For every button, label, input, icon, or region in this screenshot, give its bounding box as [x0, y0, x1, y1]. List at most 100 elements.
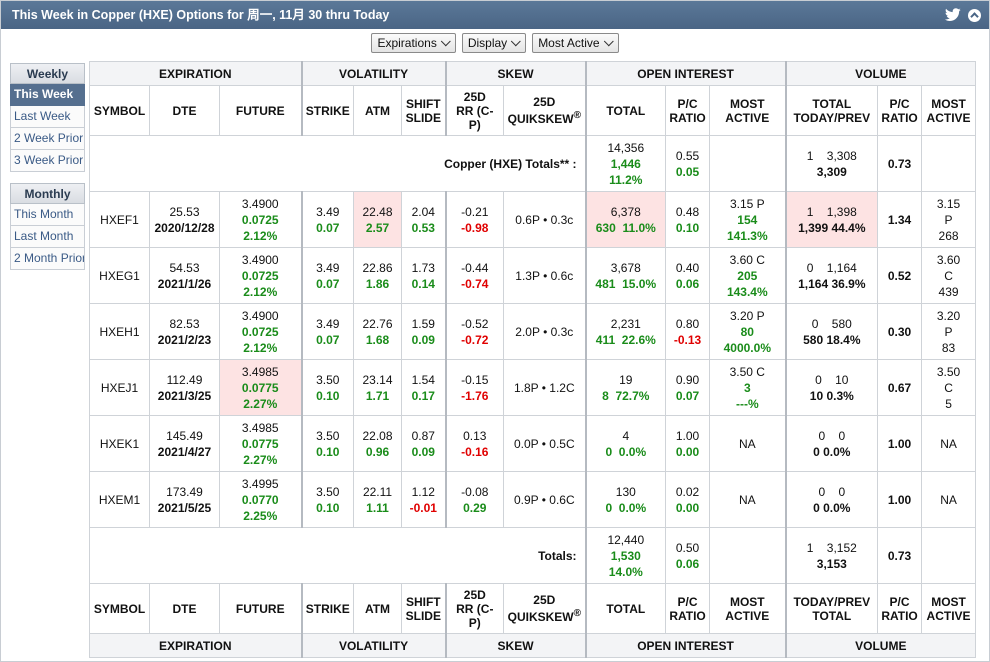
- future-cell: 3.4985 0.0775 2.27%: [218, 415, 303, 472]
- foot-col-future: FUTURE: [218, 583, 303, 634]
- expirations-dropdown[interactable]: Expirations: [371, 33, 456, 53]
- symbol-cell[interactable]: HXEF1: [89, 191, 150, 248]
- symbol-cell[interactable]: HXEJ1: [89, 359, 150, 416]
- table-row[interactable]: HXEJ1 112.49 2021/3/25 3.4985 0.0775 2.27% …: [89, 359, 977, 416]
- vol-most-active: 3.60 C 439: [921, 247, 977, 304]
- symbol-cell[interactable]: HXEK1: [89, 415, 150, 472]
- col-dte[interactable]: DTE: [149, 85, 220, 136]
- quikskew-cell[interactable]: 0.9P • 0.6C: [503, 471, 587, 528]
- quikskew-cell[interactable]: 0.0P • 0.5C: [503, 415, 587, 472]
- atm-cell: 22.08 0.96: [353, 415, 403, 472]
- oi-total-cell: 6,378 630 11.0%: [584, 191, 667, 248]
- foot-group-open-interest: OPEN INTEREST: [584, 633, 787, 658]
- col-strike[interactable]: STRIKE: [300, 85, 355, 136]
- summary-oi: 14,356 1,446 11.2%: [584, 135, 667, 192]
- sidebar-item-this-week[interactable]: This Week: [10, 84, 85, 106]
- table-row[interactable]: HXEH1 82.53 2021/2/23 3.4900 0.0725 2.12% 3…: [89, 303, 977, 360]
- totals-row: Totals: 12,440 1,530 14.0% 0.50 0.06 1 3,15…: [88, 527, 977, 584]
- rr-cell: -0.52 -0.72: [444, 303, 505, 360]
- sidebar-item-last-week[interactable]: Last Week: [10, 106, 85, 128]
- strike-cell: 3.50 0.10: [300, 415, 355, 472]
- foot-col-atm: ATM: [353, 583, 403, 634]
- oi-total-cell: 3,678 481 15.0%: [584, 247, 667, 304]
- oi-most-active: NA: [709, 471, 787, 528]
- symbol-cell[interactable]: HXEG1: [89, 247, 150, 304]
- rr-cell: 0.13 -0.16: [444, 415, 505, 472]
- totals-oi: 12,440 1,530 14.0%: [584, 527, 667, 584]
- col-atm[interactable]: ATM: [353, 85, 403, 136]
- sidebar-item-last-month[interactable]: Last Month: [10, 226, 85, 248]
- volume-cell: 0 1,164 1,164 36.9%: [784, 247, 879, 304]
- sidebar-item-2-week-prior[interactable]: 2 Week Prior: [10, 128, 85, 150]
- foot-col-vol-ma: MOST ACTIVE: [921, 583, 977, 634]
- table-row[interactable]: HXEM1 173.49 2021/5/25 3.4995 0.0770 2.25% …: [89, 471, 977, 528]
- quikskew-cell[interactable]: 1.8P • 1.2C: [503, 359, 587, 416]
- group-volume: VOLUME: [784, 61, 977, 86]
- foot-col-25d-rr: 25D RR (C- P): [444, 583, 505, 634]
- table-row[interactable]: HXEF1 25.53 2020/12/28 3.4900 0.0725 2.12% …: [89, 191, 977, 248]
- col-quikskew[interactable]: 25D QUIKSKEW®: [503, 85, 587, 136]
- summary-oi-ma: [709, 135, 787, 192]
- collapse-icon[interactable]: [968, 8, 981, 22]
- quikskew-cell[interactable]: 1.3P • 0.6c: [503, 247, 587, 304]
- col-future[interactable]: FUTURE: [218, 85, 303, 136]
- foot-col-shift-slide: SHIFT SLIDE: [401, 583, 447, 634]
- chevron-down-icon: [603, 35, 614, 46]
- vol-pc-cell: 1.00: [877, 415, 923, 472]
- col-25d-rr[interactable]: 25D RR (C- P): [444, 85, 505, 136]
- display-dropdown[interactable]: Display: [461, 33, 527, 53]
- quikskew-cell[interactable]: 0.6P • 0.3c: [503, 191, 587, 248]
- atm-cell: 22.48 2.57: [353, 191, 403, 248]
- atm-cell: 22.76 1.68: [353, 303, 403, 360]
- most-active-dropdown[interactable]: Most Active: [532, 33, 619, 53]
- shift-cell: 1.73 0.14: [401, 247, 447, 304]
- volume-cell: 1 1,398 1,399 44.4%: [784, 191, 879, 248]
- future-cell: 3.4995 0.0770 2.25%: [218, 471, 303, 528]
- monthly-header: Monthly: [10, 183, 85, 204]
- oi-most-active: 3.15 P 154 141.3%: [709, 191, 787, 248]
- col-symbol[interactable]: SYMBOL: [89, 85, 150, 136]
- rr-cell: -0.08 0.29: [444, 471, 505, 528]
- sidebar-item-3-week-prior[interactable]: 3 Week Prior: [10, 150, 85, 172]
- foot-group-volatility: VOLATILITY: [300, 633, 447, 658]
- symbol-cell[interactable]: HXEM1: [89, 471, 150, 528]
- strike-cell: 3.49 0.07: [300, 303, 355, 360]
- oi-most-active: 3.50 C 3 ---%: [709, 359, 787, 416]
- col-oi-pc-ratio[interactable]: P/C RATIO: [665, 85, 711, 136]
- volume-cell: 0 580 580 18.4%: [784, 303, 879, 360]
- shift-cell: 1.12 -0.01: [401, 471, 447, 528]
- foot-col-quikskew: 25D QUIKSKEW®: [503, 583, 587, 634]
- sidebar-item-this-month[interactable]: This Month: [10, 204, 85, 226]
- oi-pc-cell: 0.90 0.07: [665, 359, 711, 416]
- twitter-icon[interactable]: [944, 8, 962, 22]
- vol-most-active: 3.15 P 268: [921, 191, 977, 248]
- oi-most-active: 3.20 P 80 4000.0%: [709, 303, 787, 360]
- col-vol-pc-ratio[interactable]: P/C RATIO: [877, 85, 923, 136]
- totals-volume: 1 3,152 3,153: [784, 527, 879, 584]
- rr-cell: -0.44 -0.74: [444, 247, 505, 304]
- col-oi-most-active[interactable]: MOST ACTIVE: [709, 85, 787, 136]
- summary-oi-pc: 0.55 0.05: [665, 135, 711, 192]
- shift-cell: 2.04 0.53: [401, 191, 447, 248]
- col-shift-slide[interactable]: SHIFT SLIDE: [401, 85, 447, 136]
- sidebar-item-2-month-prior[interactable]: 2 Month Prior: [10, 248, 85, 270]
- foot-col-vol-pc: P/C RATIO: [877, 583, 923, 634]
- weekly-header: Weekly: [10, 63, 85, 84]
- title-bar: This Week in Copper (HXE) Options for 周一…: [1, 1, 989, 29]
- col-oi-total[interactable]: TOTAL: [584, 85, 667, 136]
- summary-vol-pc: 0.73: [877, 135, 923, 192]
- rr-cell: -0.21 -0.98: [444, 191, 505, 248]
- symbol-cell[interactable]: HXEH1: [89, 303, 150, 360]
- strike-cell: 3.50 0.10: [300, 359, 355, 416]
- shift-cell: 0.87 0.09: [401, 415, 447, 472]
- group-volatility: VOLATILITY: [300, 61, 447, 86]
- foot-col-symbol: SYMBOL: [89, 583, 150, 634]
- col-vol-total[interactable]: TOTAL TODAY/PREV: [784, 85, 879, 136]
- col-vol-most-active[interactable]: MOST ACTIVE: [921, 85, 977, 136]
- table-row[interactable]: HXEG1 54.53 2021/1/26 3.4900 0.0725 2.12% 3…: [89, 247, 977, 304]
- quikskew-cell[interactable]: 2.0P • 0.3c: [503, 303, 587, 360]
- options-table: EXPIRATION VOLATILITY SKEW OPEN INTEREST…: [88, 61, 977, 658]
- table-row[interactable]: HXEK1 145.49 2021/4/27 3.4985 0.0775 2.27% …: [89, 415, 977, 472]
- vol-pc-cell: 1.00: [877, 471, 923, 528]
